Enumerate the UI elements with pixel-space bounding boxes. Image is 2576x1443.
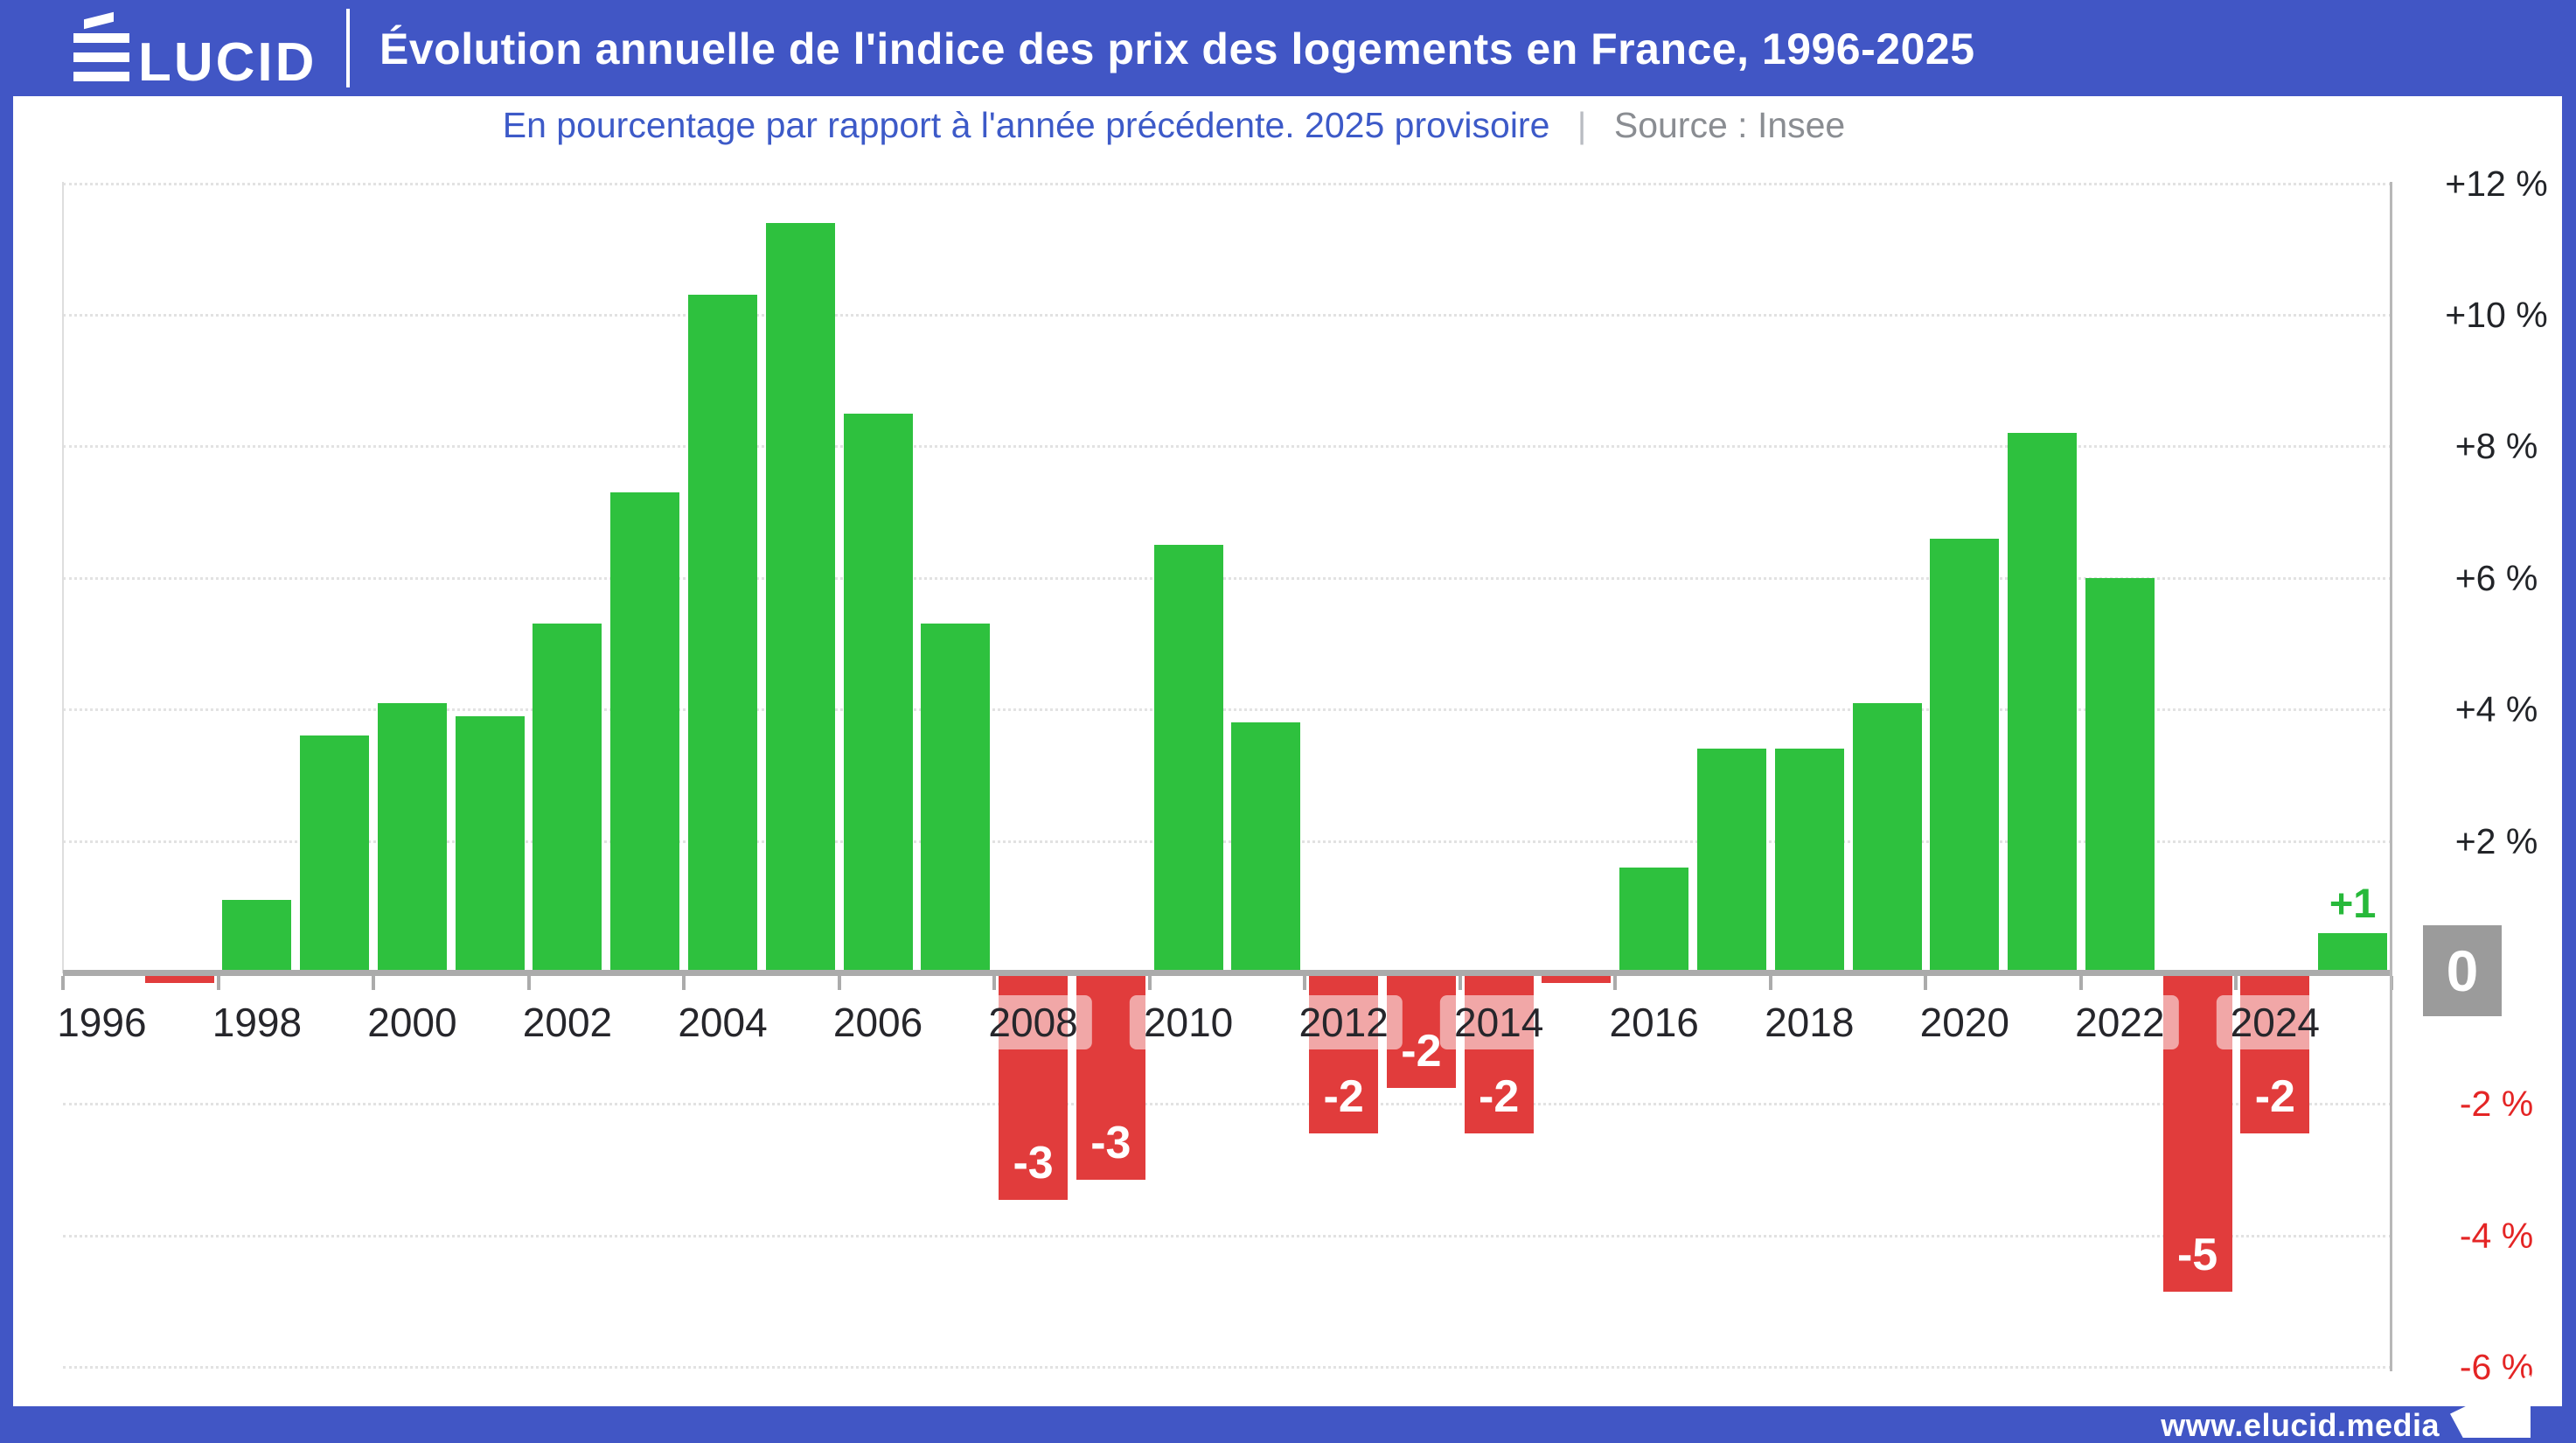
bar-2018 [1774, 749, 1844, 976]
header-band: LUCID Évolution annuelle de l'indice des… [0, 0, 2576, 96]
bar-2005 [765, 222, 835, 976]
bar-value-label-2013: -2 [1401, 1025, 1442, 1077]
gridline-6 [63, 576, 2392, 580]
x-tick-label-1998: 1998 [198, 995, 317, 1049]
y-tick-label-2: +2 % [2454, 820, 2538, 861]
plot-left-border [62, 182, 64, 973]
y-tick-label--6: -6 % [2459, 1347, 2534, 1388]
bar-2017 [1696, 749, 1766, 976]
bar-2016 [1619, 867, 1689, 976]
gridline-12 [63, 182, 2392, 185]
x-tick-6 [992, 976, 997, 990]
bar-2011 [1231, 722, 1301, 976]
bar-1999 [300, 735, 370, 976]
x-tick-12 [1924, 976, 1928, 990]
x-tick-label-2024: 2024 [2216, 995, 2335, 1049]
subtitle-separator: | [1577, 105, 1587, 145]
x-tick-label-2022: 2022 [2061, 995, 2179, 1049]
gridline-4 [63, 708, 2392, 712]
logo-text: LUCID [138, 32, 317, 93]
x-tick-label-1996: 1996 [43, 995, 161, 1049]
header-separator [346, 9, 350, 87]
x-tick-label-2020: 2020 [1905, 995, 2023, 1049]
x-tick-label-2016: 2016 [1595, 995, 1713, 1049]
footer-url: www.elucid.media [2161, 1407, 2440, 1443]
y-tick-label--2: -2 % [2459, 1084, 2534, 1125]
bar-2002 [533, 624, 602, 976]
bar-value-label-2014: -2 [1479, 1071, 1520, 1123]
bar-value-label-2012: -2 [1323, 1071, 1364, 1123]
x-tick-label-2006: 2006 [818, 995, 937, 1049]
y-tick-label--4: -4 % [2459, 1215, 2534, 1256]
x-tick-9 [1458, 976, 1462, 990]
subtitle-text: En pourcentage par rapport à l'année pré… [502, 105, 1550, 145]
y-zero-badge: 0 [2423, 925, 2502, 1016]
x-tick-13 [2078, 976, 2083, 990]
bar-2007 [921, 624, 991, 976]
y-tick-label-6: +6 % [2454, 557, 2538, 598]
bar-2015 [1542, 972, 1612, 983]
x-tick-label-2000: 2000 [353, 995, 471, 1049]
bar-2025 [2318, 932, 2388, 976]
bar-2019 [1852, 702, 1922, 976]
x-tick-3 [526, 976, 531, 990]
gridline-10 [63, 314, 2392, 317]
footer-band: www.elucid.media [0, 1406, 2576, 1443]
bar-2003 [610, 492, 680, 976]
x-tick-10 [1613, 976, 1618, 990]
gridline--2 [63, 1103, 2392, 1106]
x-tick-4 [682, 976, 686, 990]
x-tick-label-2010: 2010 [1129, 995, 1248, 1049]
x-tick-14 [2234, 976, 2238, 990]
source-label: Source : Insee [1613, 105, 1846, 145]
bar-2021 [2008, 433, 2078, 976]
y-tick-label-10: +10 % [2445, 295, 2548, 335]
x-tick-5 [837, 976, 841, 990]
x-tick-11 [1768, 976, 1772, 990]
x-tick-label-2012: 2012 [1285, 995, 1403, 1049]
bar-2004 [688, 295, 758, 976]
gridline-8 [63, 445, 2392, 449]
x-tick-label-2018: 2018 [1751, 995, 1869, 1049]
bar-value-label-2023: -5 [2176, 1229, 2218, 1280]
x-tick-1 [216, 976, 220, 990]
gridline--4 [63, 1234, 2392, 1237]
bar-2022 [2085, 577, 2155, 976]
y-tick-label-12: +12 % [2445, 163, 2548, 204]
bar-2000 [377, 702, 447, 976]
plot-right-border [2390, 182, 2392, 1371]
bar-2006 [843, 413, 913, 976]
x-tick-7 [1147, 976, 1152, 990]
bar-value-label-2008: -3 [1013, 1137, 1054, 1189]
bar-2020 [1930, 538, 2000, 976]
bar-value-label-2025: +1 [2329, 879, 2377, 926]
elucid-logo: LUCID [73, 10, 317, 93]
x-tick-label-2004: 2004 [664, 995, 782, 1049]
accent-mark-icon [84, 11, 114, 30]
zero-axis-line [63, 970, 2392, 976]
elucid-logo-e-icon [73, 10, 129, 91]
x-tick-label-2008: 2008 [974, 995, 1092, 1049]
bar-value-label-2024: -2 [2254, 1071, 2295, 1123]
x-tick-2 [372, 976, 376, 990]
y-tick-label-4: +4 % [2454, 689, 2538, 730]
gridline--6 [63, 1366, 2392, 1370]
chart-area: En pourcentage par rapport à l'année pré… [13, 96, 2562, 1406]
y-tick-label-8: +8 % [2454, 426, 2538, 467]
bar-2010 [1153, 545, 1223, 976]
chart-subtitle: En pourcentage par rapport à l'année pré… [13, 105, 2562, 146]
bar-1997 [144, 972, 214, 983]
bar-2001 [455, 715, 525, 976]
bar-1998 [222, 900, 292, 976]
gridline-2 [63, 840, 2392, 843]
x-tick-0 [61, 976, 65, 990]
page-title: Évolution annuelle de l'indice des prix … [379, 24, 1975, 73]
bar-plot: 1996 1998 2000 2002 2004 2006 2008 2010 2012 2014… [43, 157, 2393, 1399]
x-tick-label-2002: 2002 [508, 995, 627, 1049]
bar-value-label-2009: -3 [1090, 1118, 1131, 1169]
x-tick-8 [1303, 976, 1307, 990]
x-tick-label-2014: 2014 [1440, 995, 1558, 1049]
